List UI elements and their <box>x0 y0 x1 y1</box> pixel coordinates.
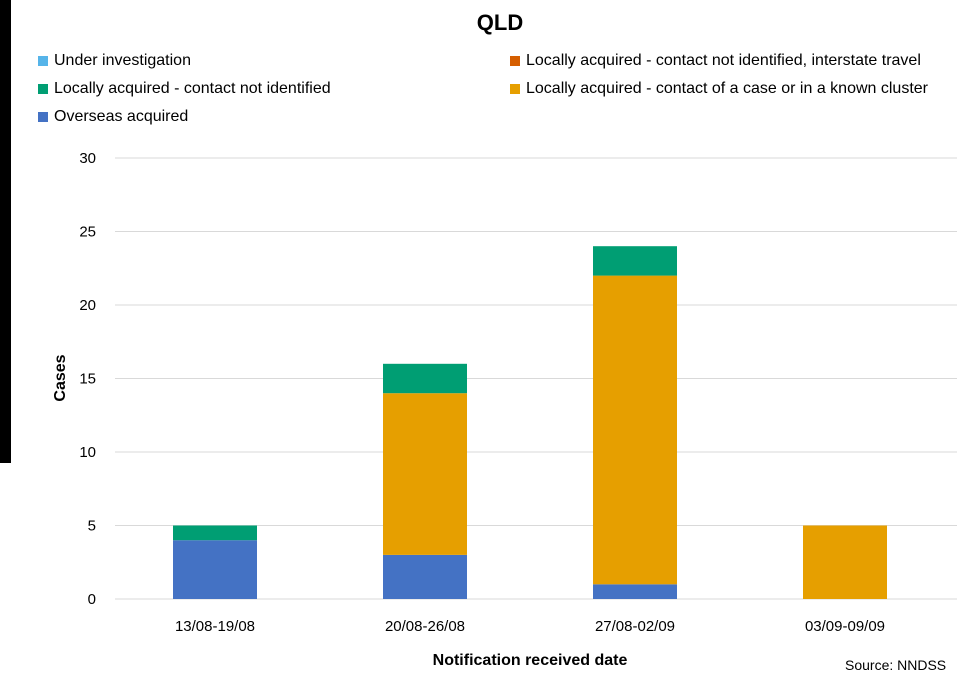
legend-item-under-investigation: Under investigation <box>38 51 191 71</box>
x-tick-label: 20/08-26/08 <box>385 618 465 635</box>
bar-segment <box>383 363 467 394</box>
legend-item-contact-not-identified: Locally acquired - contact not identifie… <box>38 79 331 99</box>
y-tick-label: 0 <box>88 591 96 608</box>
chart-title: QLD <box>476 10 524 35</box>
bar-segment <box>383 554 467 599</box>
bar-segment <box>593 246 677 276</box>
y-tick-label: 15 <box>79 371 96 388</box>
bar-segment <box>593 275 677 585</box>
legend-label: Locally acquired - contact not identifie… <box>526 52 921 69</box>
legend-swatch <box>510 56 520 66</box>
legend-swatch <box>38 56 48 66</box>
y-tick-label: 5 <box>88 518 96 535</box>
y-tick-label: 25 <box>79 224 96 241</box>
bar-segment <box>173 540 257 599</box>
y-tick-label: 10 <box>79 444 96 461</box>
x-tick-label: 13/08-19/08 <box>175 618 255 635</box>
legend-item-known-cluster: Locally acquired - contact of a case or … <box>510 79 928 99</box>
legend-label: Locally acquired - contact not identifie… <box>54 80 331 97</box>
x-axis-ticks: 13/08-19/08 20/08-26/08 27/08-02/09 03/09-0… <box>175 618 885 635</box>
bar-segment <box>593 584 677 599</box>
y-tick-label: 20 <box>79 297 96 314</box>
legend-swatch <box>38 112 48 122</box>
x-tick-label: 03/09-09/09 <box>805 618 885 635</box>
legend: Under investigation Locally acquired - c… <box>0 0 957 140</box>
bars <box>173 246 887 599</box>
left-edge-strip <box>0 0 11 463</box>
legend-swatch <box>38 84 48 94</box>
bar-segment <box>803 525 887 599</box>
bar-segment <box>173 525 257 541</box>
legend-label: Locally acquired - contact of a case or … <box>526 80 928 97</box>
source-note: Source: NNDSS <box>845 657 947 673</box>
bar-segment <box>383 393 467 555</box>
legend-label: Under investigation <box>54 52 191 69</box>
x-axis-title: Notification received date <box>433 652 628 669</box>
legend-label: Overseas acquired <box>54 108 189 125</box>
legend-item-overseas-acquired: Overseas acquired <box>38 107 188 127</box>
x-tick-label: 27/08-02/09 <box>595 618 675 635</box>
y-axis-title: Cases <box>52 354 69 401</box>
y-axis-ticks: 0 5 10 15 20 25 30 <box>79 150 96 608</box>
y-tick-label: 30 <box>79 150 96 167</box>
legend-item-interstate-travel: Locally acquired - contact not identifie… <box>510 51 921 71</box>
legend-swatch <box>510 84 520 94</box>
